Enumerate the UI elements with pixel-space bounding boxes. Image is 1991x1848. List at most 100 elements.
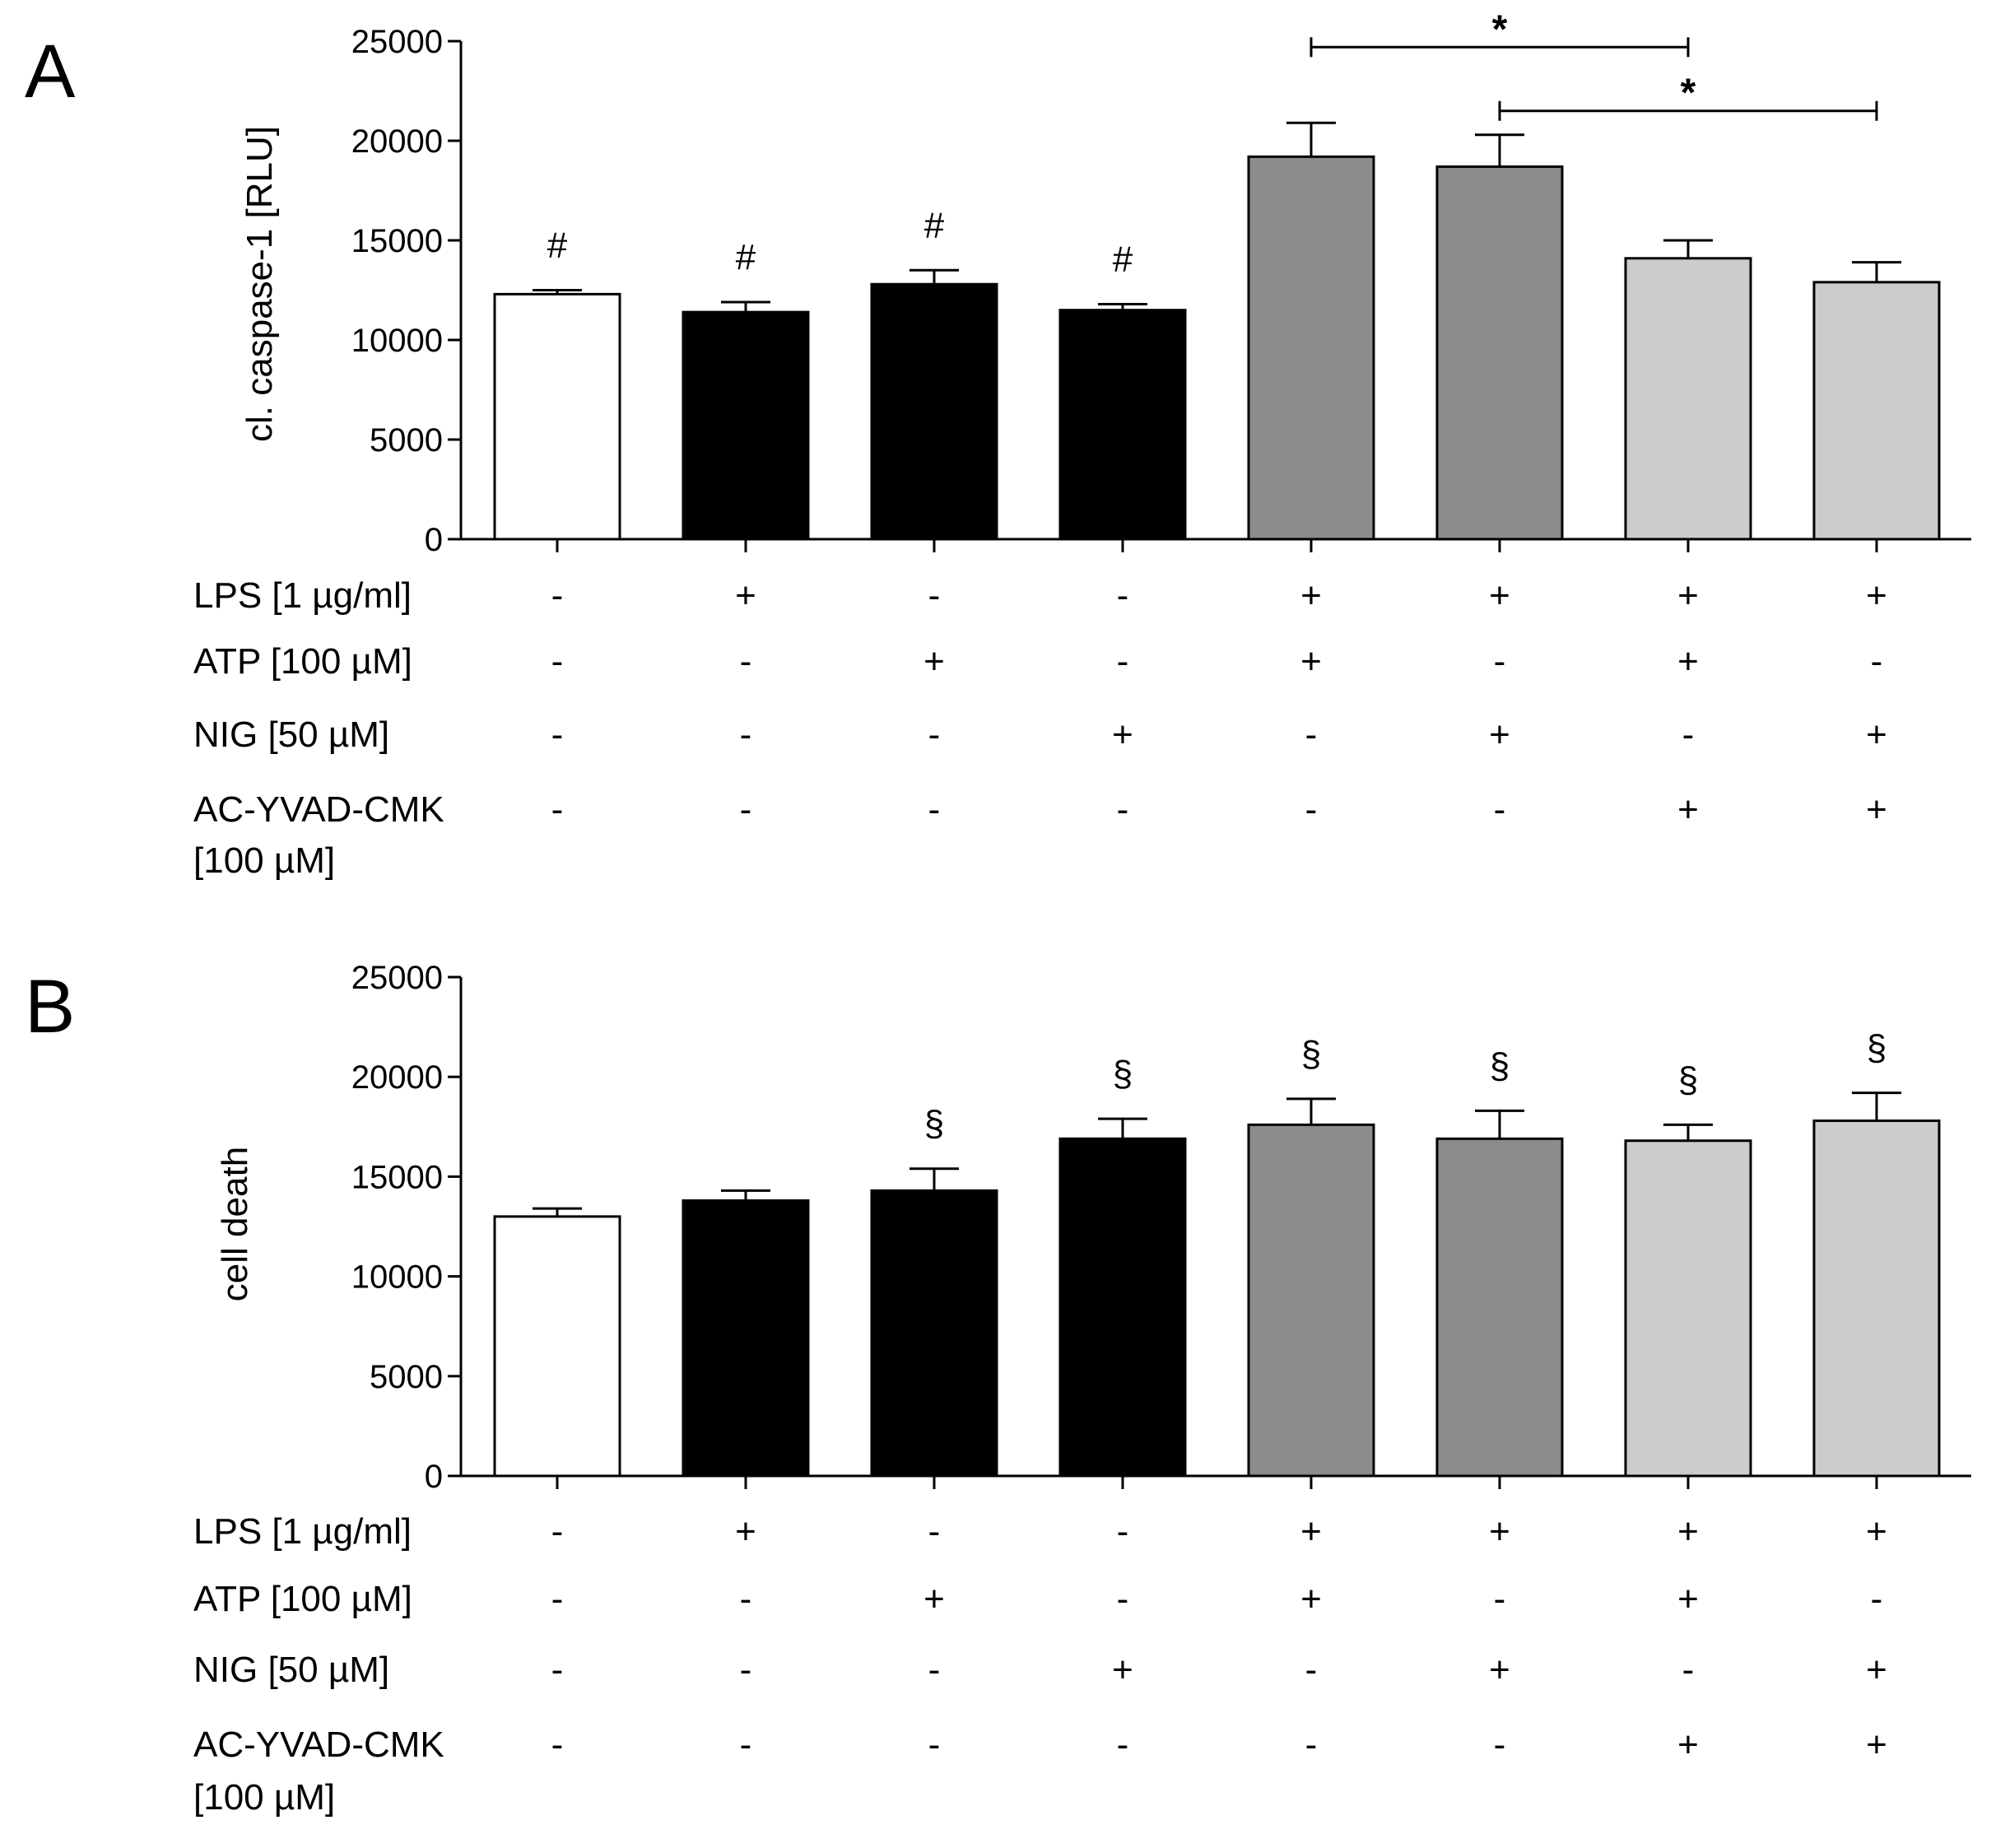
- condition-sign: -: [1871, 1579, 1883, 1619]
- y-tick-label: 15000: [351, 1159, 443, 1195]
- condition-sign: -: [551, 789, 564, 830]
- bar-annotation: §: [924, 1104, 944, 1144]
- condition-sign: +: [1866, 1725, 1887, 1765]
- bar: [1435, 1137, 1564, 1478]
- panel-label: A: [25, 30, 76, 114]
- bar-annotation: §: [1678, 1059, 1698, 1100]
- condition-sign: -: [1494, 789, 1506, 830]
- bar-annotation: §: [1113, 1054, 1133, 1094]
- significance-label: *: [1681, 72, 1696, 115]
- condition-sign: -: [1305, 1725, 1318, 1765]
- bar: [493, 292, 621, 541]
- bar: [1435, 165, 1564, 541]
- bar-annotation: #: [547, 226, 568, 266]
- condition-sign: +: [923, 1579, 945, 1619]
- condition-sign: +: [1866, 1650, 1887, 1690]
- condition-label-line2: [100 µM]: [193, 840, 335, 881]
- y-tick-label: 15000: [351, 223, 443, 259]
- bar: [681, 1199, 810, 1478]
- condition-sign: -: [551, 575, 564, 616]
- condition-sign: -: [1117, 1725, 1129, 1765]
- bar: [1812, 281, 1941, 541]
- condition-sign: -: [740, 1579, 752, 1619]
- condition-sign: -: [1305, 789, 1318, 830]
- condition-sign: -: [740, 789, 752, 830]
- condition-sign: -: [1117, 575, 1129, 616]
- condition-sign: -: [928, 575, 941, 616]
- condition-sign: -: [1494, 1725, 1506, 1765]
- condition-sign: +: [1489, 1511, 1510, 1552]
- condition-sign: +: [1677, 1579, 1699, 1619]
- condition-sign: +: [1489, 715, 1510, 755]
- condition-label: LPS [1 µg/ml]: [193, 1511, 412, 1552]
- y-axis-title: cell death: [215, 1147, 255, 1301]
- condition-sign: -: [928, 715, 941, 755]
- condition-sign: -: [1871, 641, 1883, 682]
- y-tick-label: 0: [425, 1459, 443, 1495]
- condition-sign: -: [740, 1650, 752, 1690]
- condition-sign: -: [551, 1725, 564, 1765]
- condition-sign: -: [928, 1725, 941, 1765]
- condition-label-line2: [100 µM]: [193, 1777, 335, 1818]
- condition-label: NIG [50 µM]: [193, 715, 389, 755]
- condition-sign: -: [1117, 1511, 1129, 1552]
- bar: [1624, 257, 1752, 541]
- condition-sign: +: [1677, 1511, 1699, 1552]
- condition-sign: -: [1117, 789, 1129, 830]
- bar-annotation: #: [1113, 239, 1133, 279]
- condition-sign: -: [1682, 1650, 1695, 1690]
- condition-sign: -: [551, 641, 564, 682]
- condition-label: AC-YVAD-CMK: [193, 1725, 444, 1765]
- condition-sign: -: [1494, 641, 1506, 682]
- condition-sign: +: [923, 641, 945, 682]
- condition-sign: +: [1112, 715, 1133, 755]
- condition-sign: +: [1866, 789, 1887, 830]
- condition-sign: -: [928, 789, 941, 830]
- bar: [681, 310, 810, 541]
- bar-annotation: §: [1490, 1045, 1510, 1086]
- y-tick-label: 20000: [351, 123, 443, 160]
- condition-sign: -: [1117, 1579, 1129, 1619]
- condition-sign: +: [1866, 715, 1887, 755]
- condition-sign: +: [1300, 641, 1322, 682]
- condition-sign: +: [1677, 641, 1699, 682]
- y-tick-label: 10000: [351, 323, 443, 359]
- condition-sign: +: [1112, 1650, 1133, 1690]
- condition-label: ATP [100 µM]: [193, 1579, 412, 1619]
- condition-sign: +: [1866, 575, 1887, 616]
- condition-label: AC-YVAD-CMK: [193, 789, 444, 830]
- condition-sign: -: [1305, 1650, 1318, 1690]
- y-tick-label: 25000: [351, 24, 443, 60]
- condition-sign: -: [740, 1725, 752, 1765]
- condition-label: NIG [50 µM]: [193, 1650, 389, 1690]
- condition-sign: +: [1866, 1511, 1887, 1552]
- condition-sign: +: [735, 575, 756, 616]
- condition-sign: +: [1489, 575, 1510, 616]
- panel-a: Acl. caspase-1 [RLU] 0 5000 10000 15000 20000…: [25, 7, 1971, 881]
- bar: [870, 1189, 998, 1478]
- y-tick-label: 25000: [351, 960, 443, 996]
- y-tick-label: 10000: [351, 1259, 443, 1296]
- bar: [493, 1215, 621, 1478]
- y-tick-label: 5000: [370, 1359, 443, 1395]
- condition-label: ATP [100 µM]: [193, 641, 412, 682]
- bar: [1812, 1120, 1941, 1478]
- bar: [1247, 1123, 1375, 1478]
- condition-sign: +: [1677, 1725, 1699, 1765]
- significance-label: *: [1492, 7, 1508, 51]
- bar: [1624, 1139, 1752, 1478]
- condition-sign: +: [1677, 575, 1699, 616]
- condition-sign: +: [1300, 1511, 1322, 1552]
- condition-sign: -: [740, 715, 752, 755]
- bar: [1247, 155, 1375, 541]
- condition-sign: -: [928, 1511, 941, 1552]
- bar-annotation: §: [1301, 1034, 1321, 1074]
- bar-annotation: #: [736, 237, 756, 277]
- condition-label: LPS [1 µg/ml]: [193, 575, 412, 616]
- condition-sign: -: [928, 1650, 941, 1690]
- bar-annotation: #: [924, 205, 945, 245]
- y-axis-title: cl. caspase-1 [RLU]: [240, 126, 280, 442]
- condition-sign: +: [1489, 1650, 1510, 1690]
- bar: [1058, 309, 1187, 541]
- condition-sign: +: [1677, 789, 1699, 830]
